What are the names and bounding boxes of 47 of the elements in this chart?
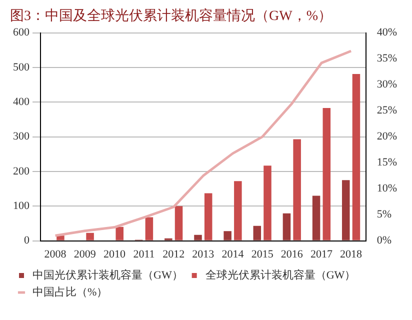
bar — [234, 181, 242, 240]
bar — [322, 108, 331, 240]
y-tick-label: 300 — [13, 130, 30, 143]
chart-title: 图3：中国及全球光伏累计装机容量情况（GW，%） — [10, 8, 332, 24]
bar — [282, 213, 291, 240]
y-tick-label: 400 — [13, 96, 30, 108]
legend-label: 中国光伏累计装机容量（GW） — [32, 268, 183, 282]
bar — [145, 217, 154, 240]
y-tick-label: 0 — [24, 234, 30, 247]
y2-tick-label: 0% — [376, 234, 392, 247]
y-tick-label: 500 — [13, 61, 30, 74]
y2-tick-label: 25% — [376, 104, 398, 117]
legend-label: 中国占比（%） — [32, 285, 108, 298]
bar — [342, 180, 350, 240]
y2-tick-label: 40% — [376, 26, 398, 39]
x-tick-label: 2018 — [340, 248, 363, 260]
x-tick-label: 2014 — [222, 248, 244, 260]
y2-tick-label: 15% — [376, 156, 398, 169]
bar — [264, 166, 272, 240]
x-tick-label: 2016 — [280, 248, 304, 260]
x-tick-label: 2010 — [103, 248, 126, 260]
bar — [194, 234, 202, 240]
x-tick-label: 2017 — [310, 248, 333, 260]
y2-tick-label: 30% — [376, 78, 398, 91]
x-tick-label: 2012 — [162, 248, 185, 260]
x-tick-label: 2009 — [74, 248, 96, 260]
y2-tick-label: 5% — [376, 208, 392, 221]
bar — [253, 226, 262, 240]
x-tick-label: 2015 — [251, 248, 274, 260]
y-tick-label: 200 — [13, 165, 30, 178]
y2-tick-label: 35% — [376, 52, 398, 65]
bar — [224, 231, 232, 240]
x-tick-label: 2013 — [192, 248, 215, 260]
y-tick-label: 100 — [13, 200, 30, 212]
y-tick-label: 600 — [13, 26, 30, 39]
y2-tick-label: 20% — [376, 130, 398, 143]
bar — [293, 139, 301, 240]
bar — [86, 232, 94, 240]
bar — [116, 226, 124, 240]
legend-label: 全球光伏累计装机容量（GW） — [205, 268, 356, 282]
x-tick-label: 2008 — [44, 248, 67, 260]
bar — [312, 196, 320, 240]
bar — [352, 74, 360, 240]
bar — [174, 206, 183, 240]
x-tick-label: 2011 — [133, 248, 155, 260]
y2-tick-label: 10% — [376, 182, 398, 195]
bar — [204, 193, 212, 240]
